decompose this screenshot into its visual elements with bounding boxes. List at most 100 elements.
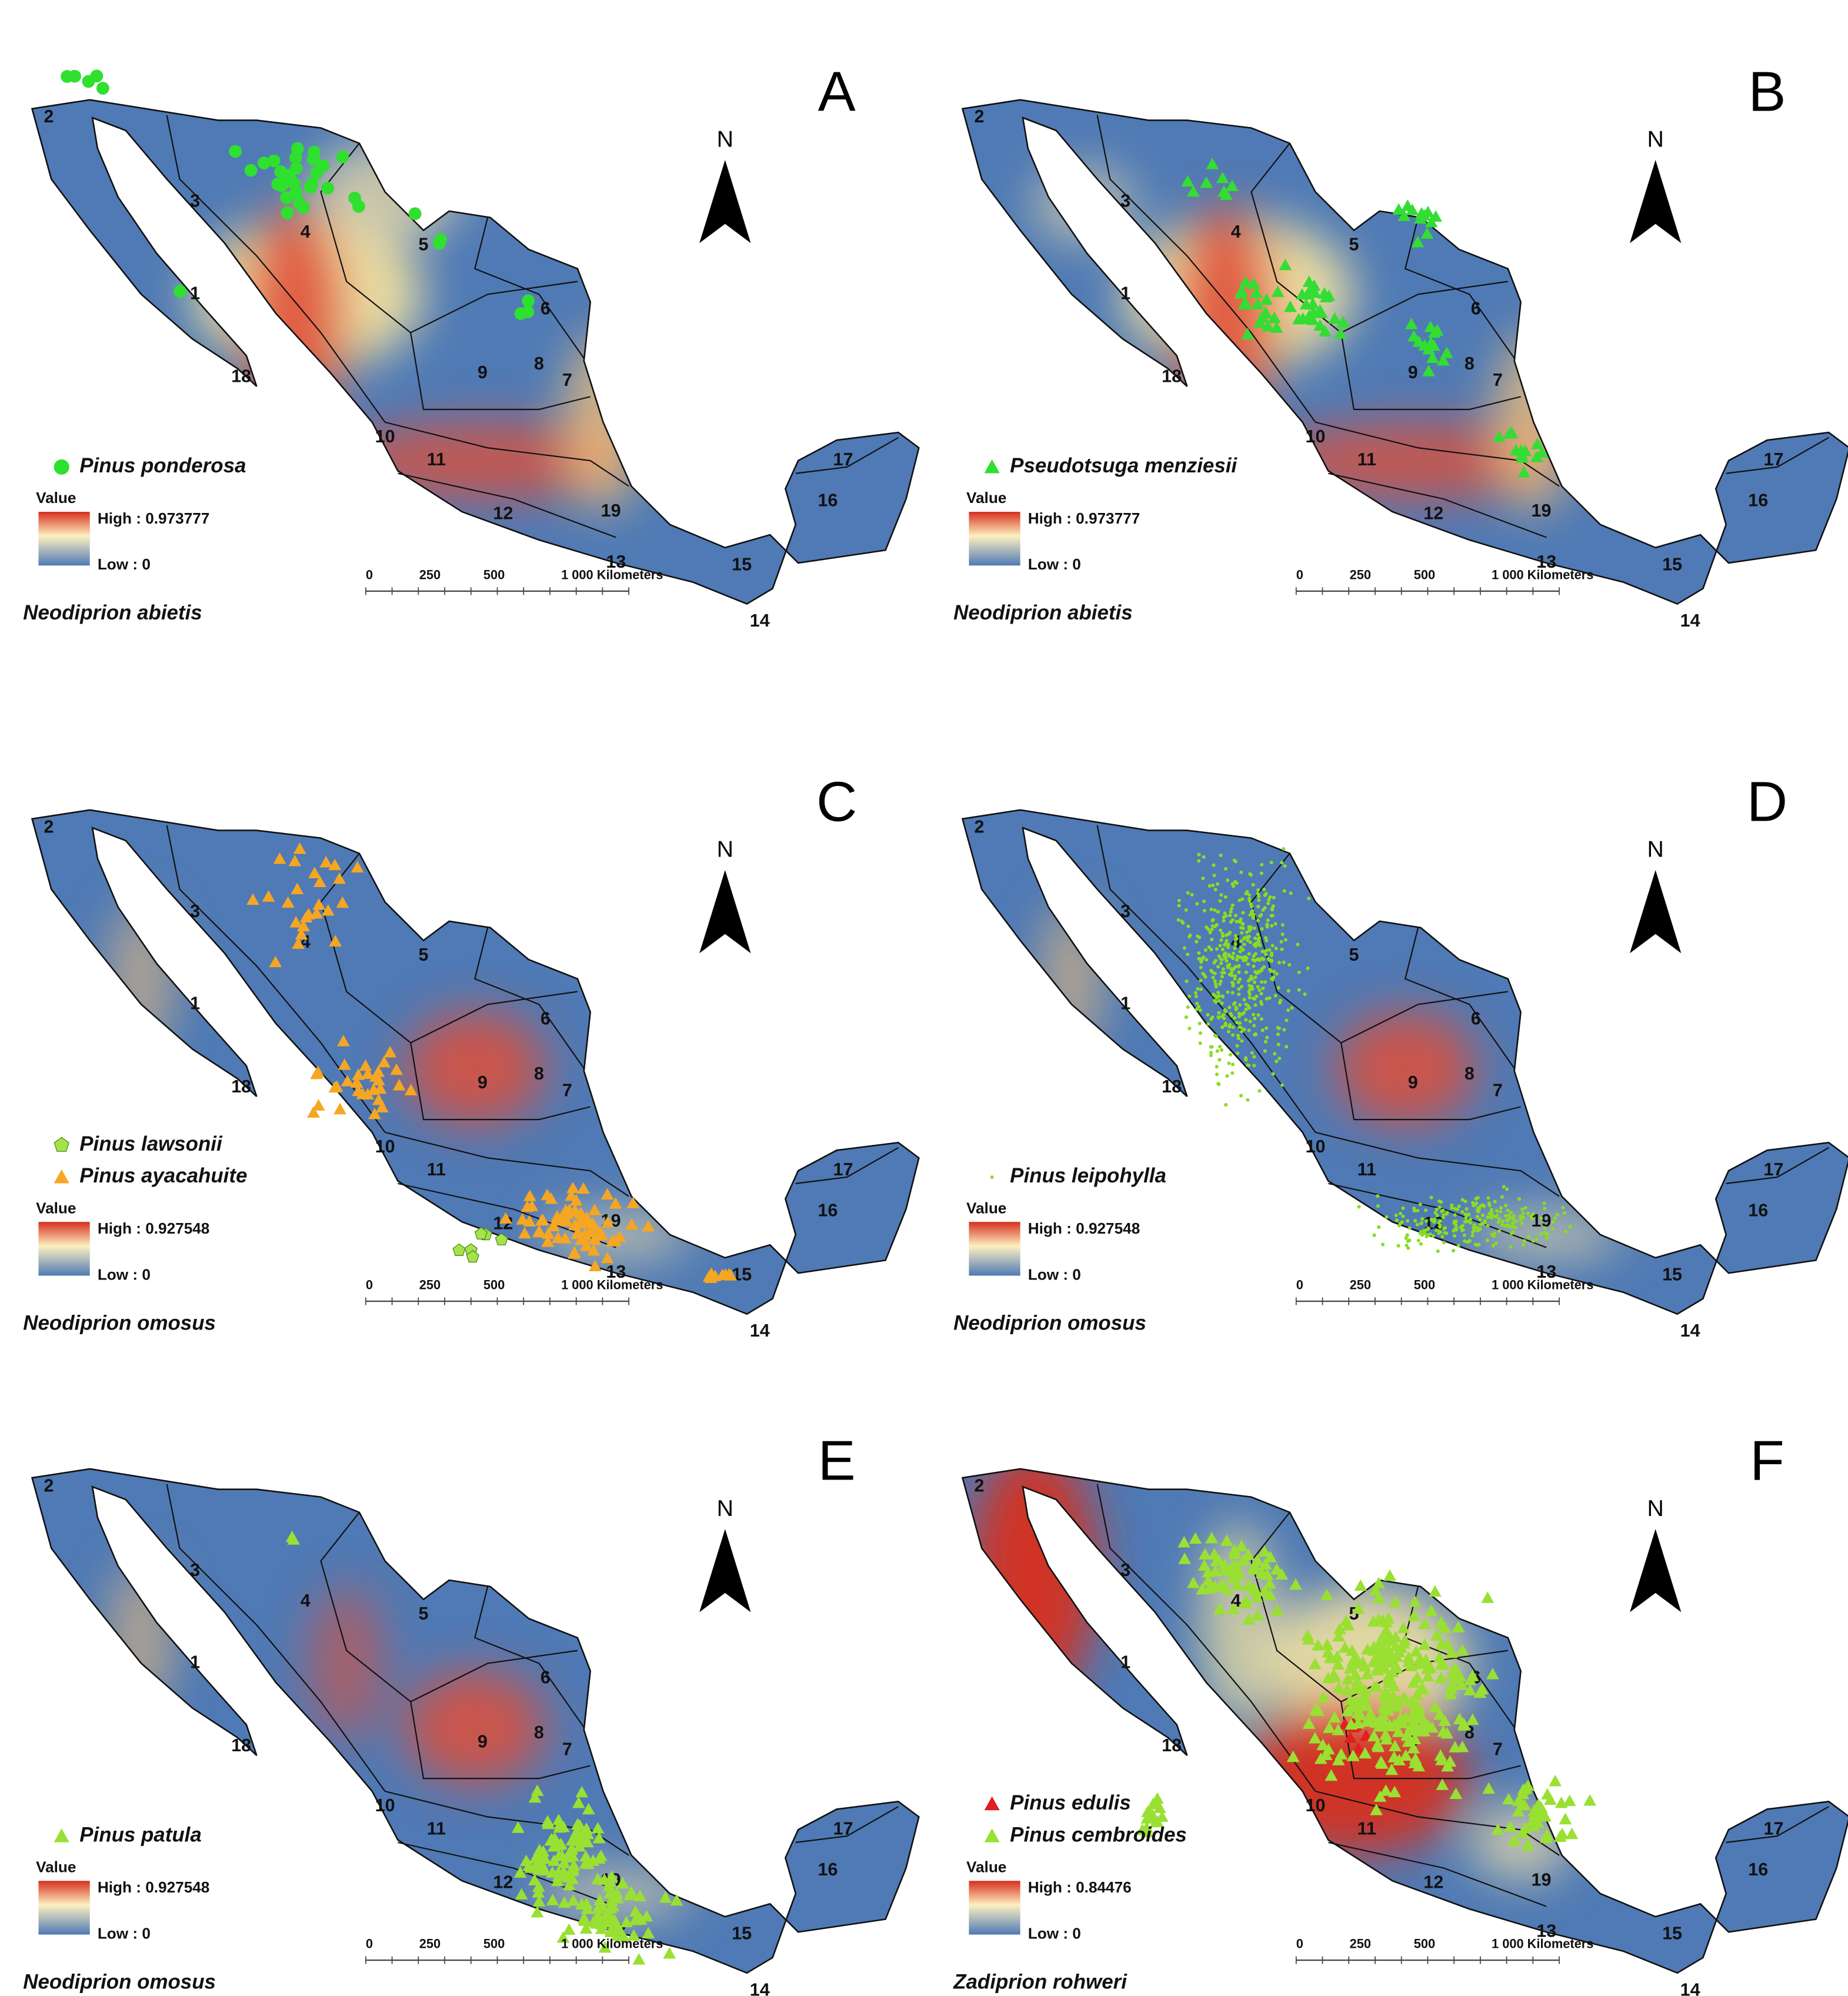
- occurrence-point: [1508, 1834, 1522, 1847]
- occurrence-point: [1416, 1238, 1420, 1242]
- panel-letter: D: [1747, 771, 1787, 834]
- occurrence-point: [1273, 1052, 1277, 1056]
- region-label: 3: [1120, 901, 1130, 921]
- occurrence-point: [1150, 1815, 1164, 1827]
- occurrence-point: [1265, 922, 1269, 927]
- occurrence-point: [1227, 1061, 1231, 1065]
- occurrence-point: [352, 1084, 365, 1097]
- region-label: 3: [1120, 191, 1130, 211]
- occurrence-point: [1253, 1032, 1257, 1037]
- occurrence-point: [1198, 1008, 1202, 1012]
- occurrence-point: [552, 1850, 566, 1861]
- occurrence-point: [1210, 1554, 1223, 1567]
- occurrence-point: [1516, 451, 1529, 463]
- occurrence-point: [1399, 1749, 1413, 1761]
- occurrence-point: [1404, 1236, 1408, 1240]
- occurrence-point: [1241, 948, 1245, 952]
- occurrence-point: [984, 1796, 1000, 1811]
- occurrence-point: [1261, 319, 1275, 332]
- occurrence-point: [1247, 995, 1252, 999]
- scale-label: 500: [1414, 1278, 1435, 1292]
- occurrence-point: [1203, 948, 1207, 952]
- occurrence-point: [329, 935, 342, 947]
- occurrence-point: [1215, 1065, 1219, 1069]
- occurrence-point: [1465, 1207, 1469, 1211]
- occurrence-point: [1456, 1244, 1460, 1248]
- region-label: 7: [562, 1739, 572, 1759]
- occurrence-point: [1190, 892, 1194, 897]
- occurrence-point: [1252, 980, 1257, 984]
- occurrence-point: [1265, 1026, 1269, 1030]
- occurrence-point: [1223, 895, 1227, 899]
- occurrence-point: [545, 1832, 558, 1845]
- occurrence-point: [1411, 235, 1425, 248]
- occurrence-point: [1272, 895, 1276, 900]
- occurrence-point: [310, 166, 323, 179]
- occurrence-point: [580, 1897, 593, 1910]
- occurrence-point: [246, 893, 259, 905]
- occurrence-point: [1195, 902, 1199, 906]
- occurrence-point: [291, 882, 304, 895]
- occurrence-point: [1307, 279, 1321, 291]
- region-label: 14: [1680, 1980, 1700, 1996]
- region-border: [1340, 332, 1521, 411]
- occurrence-point: [1468, 1217, 1472, 1221]
- occurrence-point: [1242, 1027, 1246, 1031]
- occurrence-point: [1330, 1650, 1344, 1662]
- occurrence-point: [1367, 1681, 1381, 1692]
- occurrence-point: [575, 1785, 589, 1798]
- occurrence-point: [1433, 1708, 1446, 1720]
- occurrence-point: [1247, 1028, 1251, 1032]
- occurrence-point: [1413, 1712, 1426, 1724]
- occurrence-point: [1213, 982, 1217, 986]
- occurrence-point: [1397, 1621, 1410, 1634]
- occurrence-point: [1418, 1202, 1422, 1207]
- region-border: [1096, 1484, 1316, 1792]
- occurrence-point: [1392, 203, 1406, 215]
- occurrence-point: [558, 1232, 572, 1244]
- occurrence-point: [1226, 945, 1230, 949]
- occurrence-point: [1495, 1214, 1499, 1218]
- occurrence-point: [1379, 1784, 1393, 1796]
- occurrence-point: [1258, 914, 1262, 918]
- occurrence-point: [1225, 1564, 1238, 1577]
- occurrence-point: [1308, 1657, 1322, 1670]
- region-label: 17: [833, 1818, 853, 1838]
- occurrence-point: [1506, 1218, 1510, 1222]
- occurrence-point: [1473, 1242, 1477, 1247]
- suitability-area: [404, 1670, 546, 1785]
- occurrence-point: [1277, 1057, 1282, 1061]
- occurrence-point: [174, 285, 187, 298]
- occurrence-point: [564, 1843, 578, 1855]
- occurrence-point: [1208, 930, 1212, 934]
- occurrence-point: [1197, 859, 1201, 863]
- occurrence-point: [1430, 324, 1444, 336]
- occurrence-point: [1359, 1747, 1372, 1759]
- occurrence-point: [516, 1213, 529, 1225]
- region-label: 11: [1357, 449, 1376, 469]
- occurrence-point: [1440, 346, 1453, 358]
- occurrence-point: [1521, 1838, 1535, 1851]
- occurrence-point: [1184, 1015, 1188, 1019]
- region-label: 15: [1662, 1924, 1682, 1944]
- species-name: Pinus cembroides: [1010, 1823, 1187, 1846]
- occurrence-point: [640, 1910, 653, 1922]
- occurrence-point: [1436, 1778, 1449, 1790]
- occurrence-point: [229, 145, 242, 158]
- occurrence-point: [541, 1235, 555, 1247]
- occurrence-point: [1276, 1042, 1280, 1047]
- occurrence-point: [609, 1197, 622, 1209]
- occurrence-point: [598, 1912, 611, 1924]
- occurrence-point: [601, 1188, 614, 1200]
- occurrence-point: [1279, 998, 1283, 1002]
- scale-label: 500: [1414, 1937, 1435, 1951]
- region-label: 17: [1763, 449, 1783, 469]
- occurrence-point: [1220, 1025, 1225, 1029]
- occurrence-point: [350, 1076, 363, 1088]
- occurrence-point: [1341, 1672, 1355, 1685]
- occurrence-point: [321, 904, 335, 916]
- occurrence-point: [289, 151, 302, 164]
- legend-gradient: [38, 512, 90, 566]
- occurrence-point: [1356, 1656, 1370, 1668]
- occurrence-point: [1513, 1225, 1517, 1229]
